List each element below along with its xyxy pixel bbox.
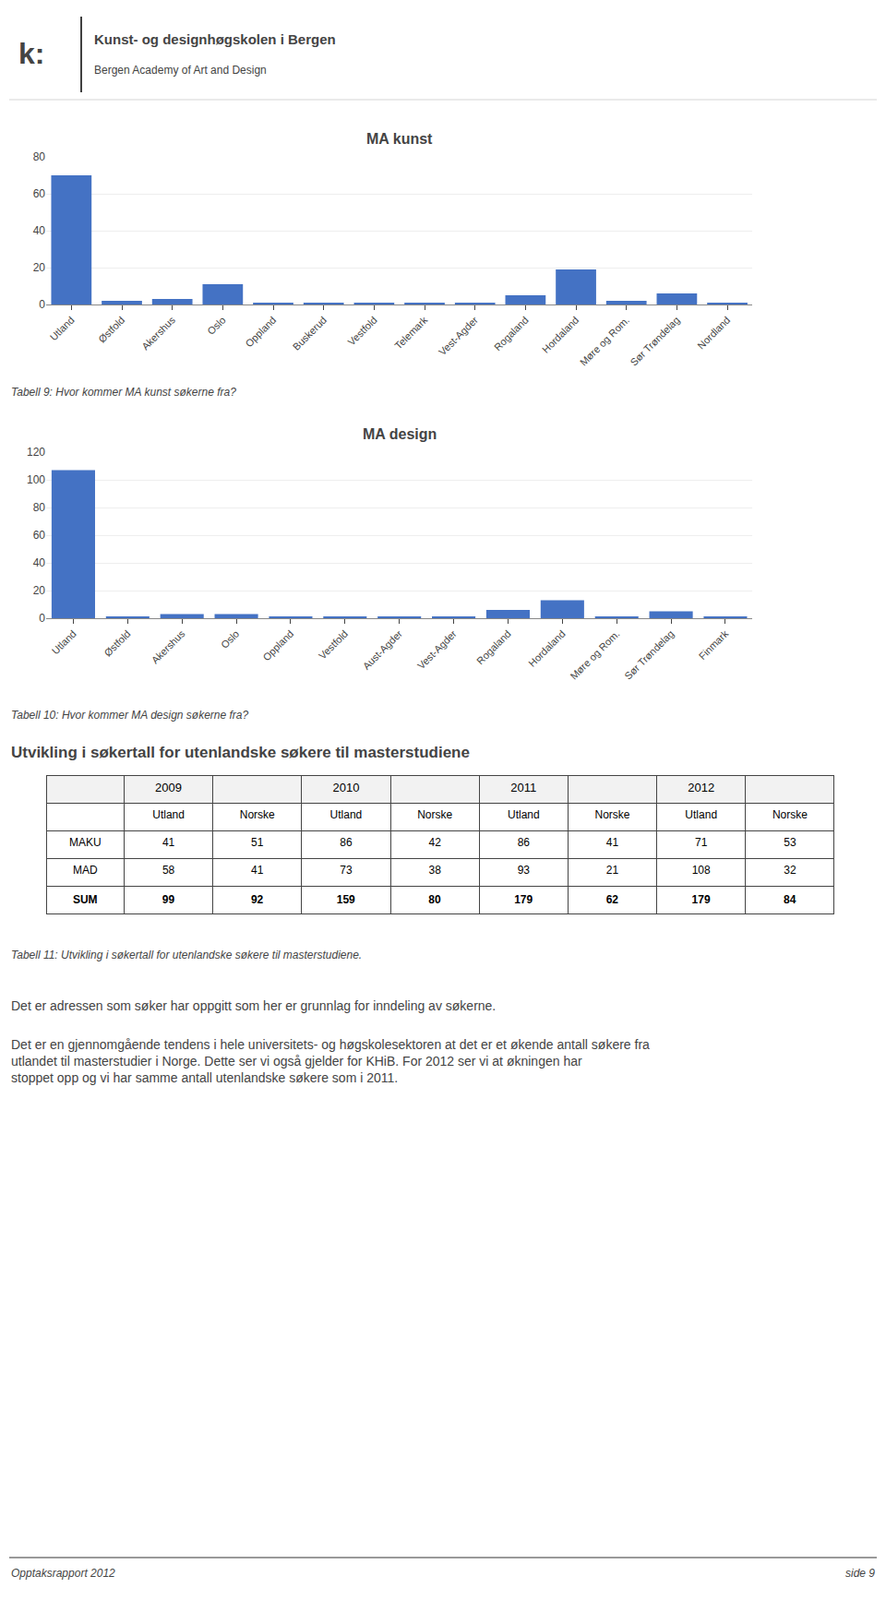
svg-text:71: 71 <box>694 836 708 850</box>
svg-text:93: 93 <box>517 863 531 877</box>
svg-text:0: 0 <box>38 611 46 625</box>
svg-text:120: 120 <box>26 445 46 459</box>
svg-text:Møre og Rom.: Møre og Rom. <box>567 628 622 683</box>
svg-text:Rogaland: Rogaland <box>474 628 514 668</box>
svg-text:100: 100 <box>26 473 46 487</box>
svg-text:Utland: Utland <box>330 808 363 822</box>
svg-text:Norske: Norske <box>417 808 453 822</box>
svg-text:Østfold: Østfold <box>101 628 132 659</box>
svg-text:Utland: Utland <box>684 808 718 822</box>
svg-text:Tabell 11: Utvikling i søkerta: Tabell 11: Utvikling i søkertall for ute… <box>11 948 362 962</box>
svg-text:20: 20 <box>33 584 47 598</box>
svg-text:40: 40 <box>33 224 47 238</box>
svg-text:Rogaland: Rogaland <box>491 314 531 354</box>
svg-text:42: 42 <box>428 836 442 850</box>
svg-text:Hordaland: Hordaland <box>539 314 581 356</box>
svg-text:MAD: MAD <box>72 863 98 877</box>
svg-text:51: 51 <box>251 836 264 850</box>
svg-text:53: 53 <box>783 836 797 850</box>
svg-text:Oslo: Oslo <box>204 314 228 337</box>
svg-text:159: 159 <box>336 893 356 907</box>
svg-text:80: 80 <box>33 501 47 515</box>
svg-text:Nordland: Nordland <box>694 314 732 352</box>
svg-text:Utland: Utland <box>152 808 185 822</box>
svg-text:MA kunst: MA kunst <box>366 131 433 147</box>
svg-text:41: 41 <box>162 836 176 850</box>
svg-text:Norske: Norske <box>239 808 276 822</box>
svg-text:Utland: Utland <box>49 628 79 658</box>
svg-text:92: 92 <box>251 893 264 907</box>
svg-text:Akershus: Akershus <box>149 627 188 666</box>
svg-text:side 9: side 9 <box>845 1567 875 1581</box>
svg-text:32: 32 <box>783 863 797 877</box>
svg-text:Akershus: Akershus <box>139 313 178 352</box>
svg-text:179: 179 <box>514 893 533 907</box>
svg-text:Østfold: Østfold <box>95 314 127 346</box>
svg-text:Oppland: Oppland <box>260 628 296 664</box>
svg-text:40: 40 <box>33 556 47 570</box>
svg-text:MAKU: MAKU <box>69 836 102 850</box>
svg-text:Bergen Academy of Art and Desi: Bergen Academy of Art and Design <box>94 63 267 77</box>
svg-text:Vestfold: Vestfold <box>316 628 350 662</box>
svg-text:58: 58 <box>162 863 176 877</box>
svg-text:62: 62 <box>606 893 620 907</box>
svg-text:Vest-Agder: Vest-Agder <box>436 313 480 358</box>
svg-text:SUM: SUM <box>72 893 98 907</box>
svg-text:60: 60 <box>33 187 47 201</box>
svg-text:Norske: Norske <box>772 808 808 822</box>
svg-text:Utland: Utland <box>47 314 77 344</box>
svg-text:Utland: Utland <box>507 808 540 822</box>
svg-text:Kunst- og designhøgskolen i Be: Kunst- og designhøgskolen i Bergen <box>94 31 336 48</box>
svg-text:21: 21 <box>606 863 620 877</box>
svg-text:41: 41 <box>251 863 264 877</box>
svg-text:Sør Trøndelag: Sør Trøndelag <box>622 628 676 683</box>
svg-text:Oppland: Oppland <box>242 314 278 350</box>
svg-text:Vestfold: Vestfold <box>346 314 380 348</box>
svg-text:0: 0 <box>38 298 46 312</box>
svg-text:38: 38 <box>428 863 442 877</box>
svg-text:Oslo: Oslo <box>218 628 241 651</box>
svg-text:Det er en gjennomgående tenden: Det er en gjennomgående tendens i hele u… <box>11 1037 650 1086</box>
svg-text:2012: 2012 <box>687 780 715 795</box>
svg-text:73: 73 <box>339 863 353 877</box>
svg-text:Hordaland: Hordaland <box>526 628 567 670</box>
svg-text:Opptaksrapport 2012: Opptaksrapport 2012 <box>11 1567 116 1581</box>
svg-text:2009: 2009 <box>155 780 182 795</box>
svg-text:Buskerud: Buskerud <box>290 314 329 353</box>
svg-text:Finmark: Finmark <box>696 627 731 662</box>
svg-text:60: 60 <box>33 528 47 542</box>
svg-text:86: 86 <box>339 836 353 850</box>
svg-text:Aust-Agder: Aust-Agder <box>360 627 406 672</box>
svg-text:41: 41 <box>606 836 620 850</box>
svg-text:2011: 2011 <box>510 780 537 795</box>
svg-text:179: 179 <box>692 893 711 907</box>
svg-text:k:: k: <box>18 36 45 71</box>
svg-text:108: 108 <box>692 863 711 877</box>
svg-text:MA design: MA design <box>362 426 437 443</box>
svg-text:80: 80 <box>428 893 442 907</box>
svg-text:99: 99 <box>162 893 176 907</box>
svg-text:Utvikling i søkertall for uten: Utvikling i søkertall for utenlandske sø… <box>11 743 470 762</box>
svg-text:2010: 2010 <box>332 780 360 795</box>
svg-text:Telemark: Telemark <box>392 313 430 351</box>
svg-text:Sør Trøndelag: Sør Trøndelag <box>627 314 682 369</box>
svg-text:84: 84 <box>783 893 797 907</box>
svg-text:Møre og Rom.: Møre og Rom. <box>577 314 632 369</box>
svg-text:20: 20 <box>33 261 47 275</box>
svg-text:80: 80 <box>33 150 47 164</box>
svg-text:Tabell 10: Hvor kommer MA desi: Tabell 10: Hvor kommer MA design søkerne… <box>11 708 250 722</box>
svg-text:Vest-Agder: Vest-Agder <box>415 627 459 671</box>
svg-text:86: 86 <box>517 836 531 850</box>
svg-text:Norske: Norske <box>595 808 631 822</box>
svg-text:Det er adressen som søker har: Det er adressen som søker har oppgitt so… <box>11 998 496 1014</box>
svg-text:Tabell 9: Hvor kommer MA kunst: Tabell 9: Hvor kommer MA kunst søkerne f… <box>11 385 237 399</box>
